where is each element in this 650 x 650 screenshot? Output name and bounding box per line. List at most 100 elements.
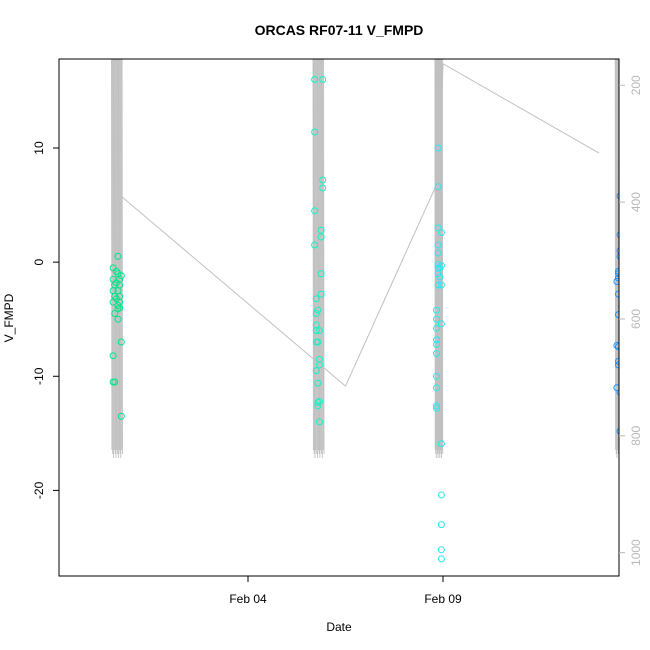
altitude-lines <box>111 59 619 459</box>
data-point <box>433 404 440 412</box>
data-point <box>314 402 322 410</box>
data-point <box>312 310 320 317</box>
right-tick-label: 600 <box>629 309 643 329</box>
data-point <box>433 315 440 323</box>
data-point <box>434 224 442 232</box>
x-tick-label: Feb 04 <box>229 592 267 606</box>
data-point <box>613 342 619 349</box>
y-tick-label: -20 <box>32 481 46 499</box>
chart-title: ORCAS RF07-11 V_FMPD <box>255 22 424 38</box>
data-point <box>111 378 119 386</box>
data-point <box>620 373 626 379</box>
data-point <box>618 217 619 222</box>
data-point <box>433 372 440 380</box>
x-axis-label: Date <box>326 620 352 634</box>
data-point <box>117 412 125 420</box>
right-tick-label: 400 <box>629 192 643 212</box>
data-point <box>618 207 619 212</box>
data-point <box>613 384 619 392</box>
data-point <box>114 252 122 260</box>
data-point <box>114 315 122 323</box>
data-point <box>314 338 322 346</box>
x-tick-label: Feb 09 <box>424 592 462 606</box>
y-tick-label: -10 <box>32 367 46 385</box>
data-point <box>616 231 619 239</box>
data-point <box>618 179 619 184</box>
data-point <box>314 306 322 314</box>
y-tick-label: 0 <box>32 258 46 265</box>
data-point <box>437 281 445 289</box>
data-point <box>437 546 445 554</box>
data-point <box>616 388 619 396</box>
data-point <box>109 352 117 360</box>
data-point <box>618 254 619 259</box>
data-point <box>319 76 327 83</box>
data-point <box>434 249 442 257</box>
data-point <box>311 128 319 136</box>
y-axis: -20 -10 0 10 <box>32 141 59 499</box>
data-point <box>316 418 323 426</box>
data-point <box>317 226 325 234</box>
data-point <box>616 192 619 200</box>
data-point <box>311 207 319 215</box>
right-tick-label: 800 <box>629 425 643 445</box>
data-points <box>109 76 626 563</box>
data-point <box>433 340 440 348</box>
data-point <box>434 183 442 191</box>
data-point <box>311 76 319 83</box>
data-point <box>437 521 445 529</box>
data-point <box>116 304 124 312</box>
data-point <box>116 275 124 283</box>
data-point <box>434 260 442 268</box>
data-point <box>117 272 125 280</box>
data-point <box>316 397 323 405</box>
data-point <box>114 305 122 313</box>
data-point <box>436 273 444 281</box>
data-point <box>616 247 619 255</box>
data-point <box>618 240 619 245</box>
data-point <box>317 290 325 298</box>
data-point <box>437 491 445 499</box>
data-point <box>312 295 320 303</box>
plot-frame <box>58 58 620 577</box>
data-point <box>433 324 440 332</box>
right-tick-label: 1000 <box>629 539 643 566</box>
data-point <box>434 281 442 289</box>
data-point <box>312 327 320 335</box>
data-point <box>434 241 442 249</box>
data-point <box>433 350 440 357</box>
data-point <box>316 327 323 335</box>
data-point <box>117 338 125 346</box>
right-axis: 200 400 600 800 1000 <box>619 75 643 566</box>
data-point <box>618 227 619 232</box>
altitude-profile-segment <box>315 59 318 455</box>
data-point <box>613 278 619 285</box>
data-point <box>317 233 325 241</box>
altitude-line <box>120 62 600 387</box>
data-point <box>111 310 119 317</box>
data-point <box>437 320 445 328</box>
x-axis: Feb 04 Feb 09 <box>229 576 462 606</box>
data-point <box>314 379 322 387</box>
data-point <box>316 361 323 369</box>
data-point <box>433 306 440 314</box>
data-point <box>319 176 327 184</box>
data-point <box>620 236 626 242</box>
y-axis-label: V_FMPD <box>2 293 16 342</box>
data-point <box>312 367 320 375</box>
data-point <box>433 402 440 410</box>
data-point <box>616 253 619 260</box>
data-point <box>437 555 445 563</box>
data-point <box>616 427 619 435</box>
data-point <box>112 267 120 275</box>
y-tick-label: 10 <box>32 141 46 155</box>
data-point <box>437 440 445 448</box>
data-point <box>618 163 619 168</box>
data-point <box>319 184 327 192</box>
data-point <box>437 229 445 236</box>
data-point <box>433 384 440 392</box>
data-point <box>311 241 319 249</box>
data-point <box>436 264 444 272</box>
data-point <box>434 144 442 152</box>
